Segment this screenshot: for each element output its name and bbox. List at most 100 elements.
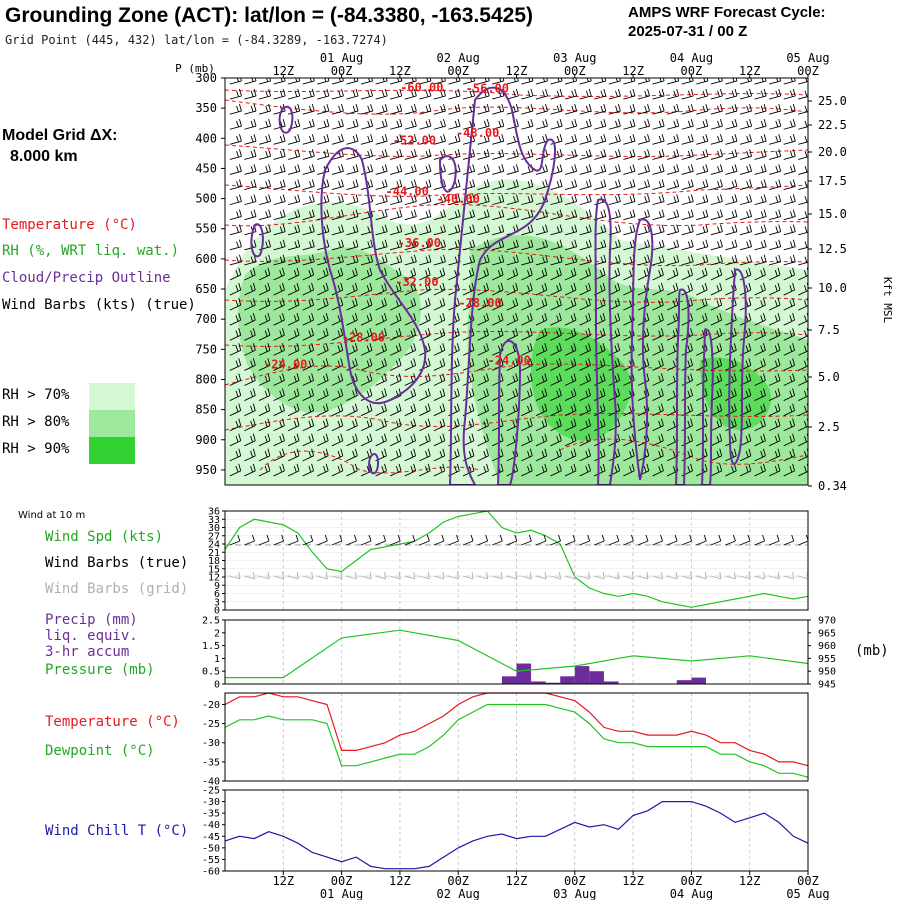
wind-barb [229, 78, 242, 85]
wind-barb [287, 267, 300, 281]
wind-barb [375, 88, 388, 100]
wind-barb [302, 297, 315, 311]
wind-barb [302, 282, 315, 296]
precip-bar [691, 677, 706, 684]
wind-barb-true [521, 534, 532, 546]
wind-barb [666, 119, 680, 130]
wind-barb [637, 164, 650, 175]
wind-barb [579, 254, 592, 266]
wind-barb-true [666, 534, 678, 546]
wind-barb [375, 358, 387, 371]
wind-barb [477, 433, 489, 447]
wind-barb [375, 297, 387, 311]
wind-barb [346, 388, 358, 401]
wind-barb [506, 78, 519, 85]
wind-barb [681, 343, 693, 356]
wind-barb [739, 179, 753, 190]
pressure-axis-label: P (mb) [175, 62, 215, 75]
wind-barb [769, 103, 782, 115]
wind-barb [710, 282, 723, 296]
cloud-outline [630, 218, 654, 481]
wind-barb [783, 267, 796, 281]
wind-barb [331, 88, 344, 100]
wind-barb-grid [535, 571, 547, 580]
wind-barb-true [768, 534, 780, 546]
wind-barb-true [477, 534, 489, 546]
wind-barb [710, 164, 723, 175]
wind-barb [317, 358, 329, 371]
wind-barb [666, 313, 679, 326]
wind-barb [535, 403, 548, 417]
wind-barb [798, 328, 808, 341]
legend-rh90-swatch [89, 437, 135, 464]
wind-barb [710, 267, 723, 281]
wind-barb [535, 297, 548, 311]
wind-barb [579, 313, 591, 326]
wind-barb [302, 418, 315, 432]
wind-barb [754, 239, 767, 251]
temperature-contour [559, 438, 808, 465]
wind-barb [448, 388, 460, 401]
wind-barb [798, 463, 808, 477]
wind-barb [288, 78, 301, 85]
wind-barb [681, 209, 694, 221]
wind-barb [404, 194, 417, 206]
wind-barb [564, 418, 577, 432]
cloud-outline [278, 105, 294, 134]
wind-barb [798, 433, 808, 447]
wind-barb [710, 463, 723, 477]
wind-barb [579, 179, 592, 190]
wind-barb [768, 403, 781, 417]
time-tick-label: 00Z [681, 874, 703, 888]
wind-barb [579, 149, 592, 160]
wind-barb [273, 179, 286, 190]
wind-barb [477, 297, 489, 311]
wind-barb [317, 134, 330, 145]
wind-barb [564, 267, 577, 281]
wind-barb [346, 463, 358, 477]
wind-chill-line [224, 800, 809, 870]
wind-barb [331, 373, 344, 386]
wind-barb [739, 239, 753, 251]
wind-barb [550, 179, 563, 190]
wind-barb [258, 328, 271, 341]
wind-barb [419, 209, 432, 221]
wind-barb [739, 103, 753, 115]
wind-barb [535, 373, 548, 386]
wind-barb [360, 373, 373, 386]
wind-barb [288, 149, 301, 160]
legend-rh70-swatch [89, 383, 135, 410]
wind-barb [346, 373, 358, 386]
date-label: 01 Aug [320, 51, 363, 65]
pressure-tick-label: 950 [195, 463, 217, 477]
wind-barb [477, 134, 490, 145]
wind-barb [302, 194, 315, 206]
wind-barb [433, 239, 446, 251]
wind-barb [798, 403, 808, 417]
temperature-contour-label: -56.00 [466, 81, 509, 95]
wind-barb [754, 224, 767, 236]
temperature-panel: -40 -35 -30 -25 -20 [202, 692, 809, 788]
wind-barb [360, 433, 373, 447]
wind-barb [360, 78, 374, 85]
wind-barb [768, 358, 781, 371]
wind-barb [754, 328, 766, 341]
wind-barb [258, 119, 272, 130]
wind-barb [710, 328, 723, 341]
wind-barb [710, 194, 723, 206]
wind-barb [375, 282, 387, 296]
wind-barb [535, 103, 548, 115]
wind-barbs-grid-label: Wind Barbs (grid) [45, 581, 189, 597]
wind-barb [506, 267, 519, 281]
wind-barb [448, 343, 460, 356]
wind-barb [448, 149, 461, 160]
wind-barb [579, 388, 591, 401]
wind-barb [739, 343, 752, 356]
wind-barbs-true-label: Wind Barbs (true) [45, 555, 189, 571]
temperature-contour-label: -36.00 [398, 236, 441, 250]
wind-barb [419, 134, 432, 145]
precip-bar [676, 680, 692, 684]
wind-barb [696, 239, 709, 251]
wind-barb [696, 282, 708, 296]
wind-barb [229, 134, 242, 145]
